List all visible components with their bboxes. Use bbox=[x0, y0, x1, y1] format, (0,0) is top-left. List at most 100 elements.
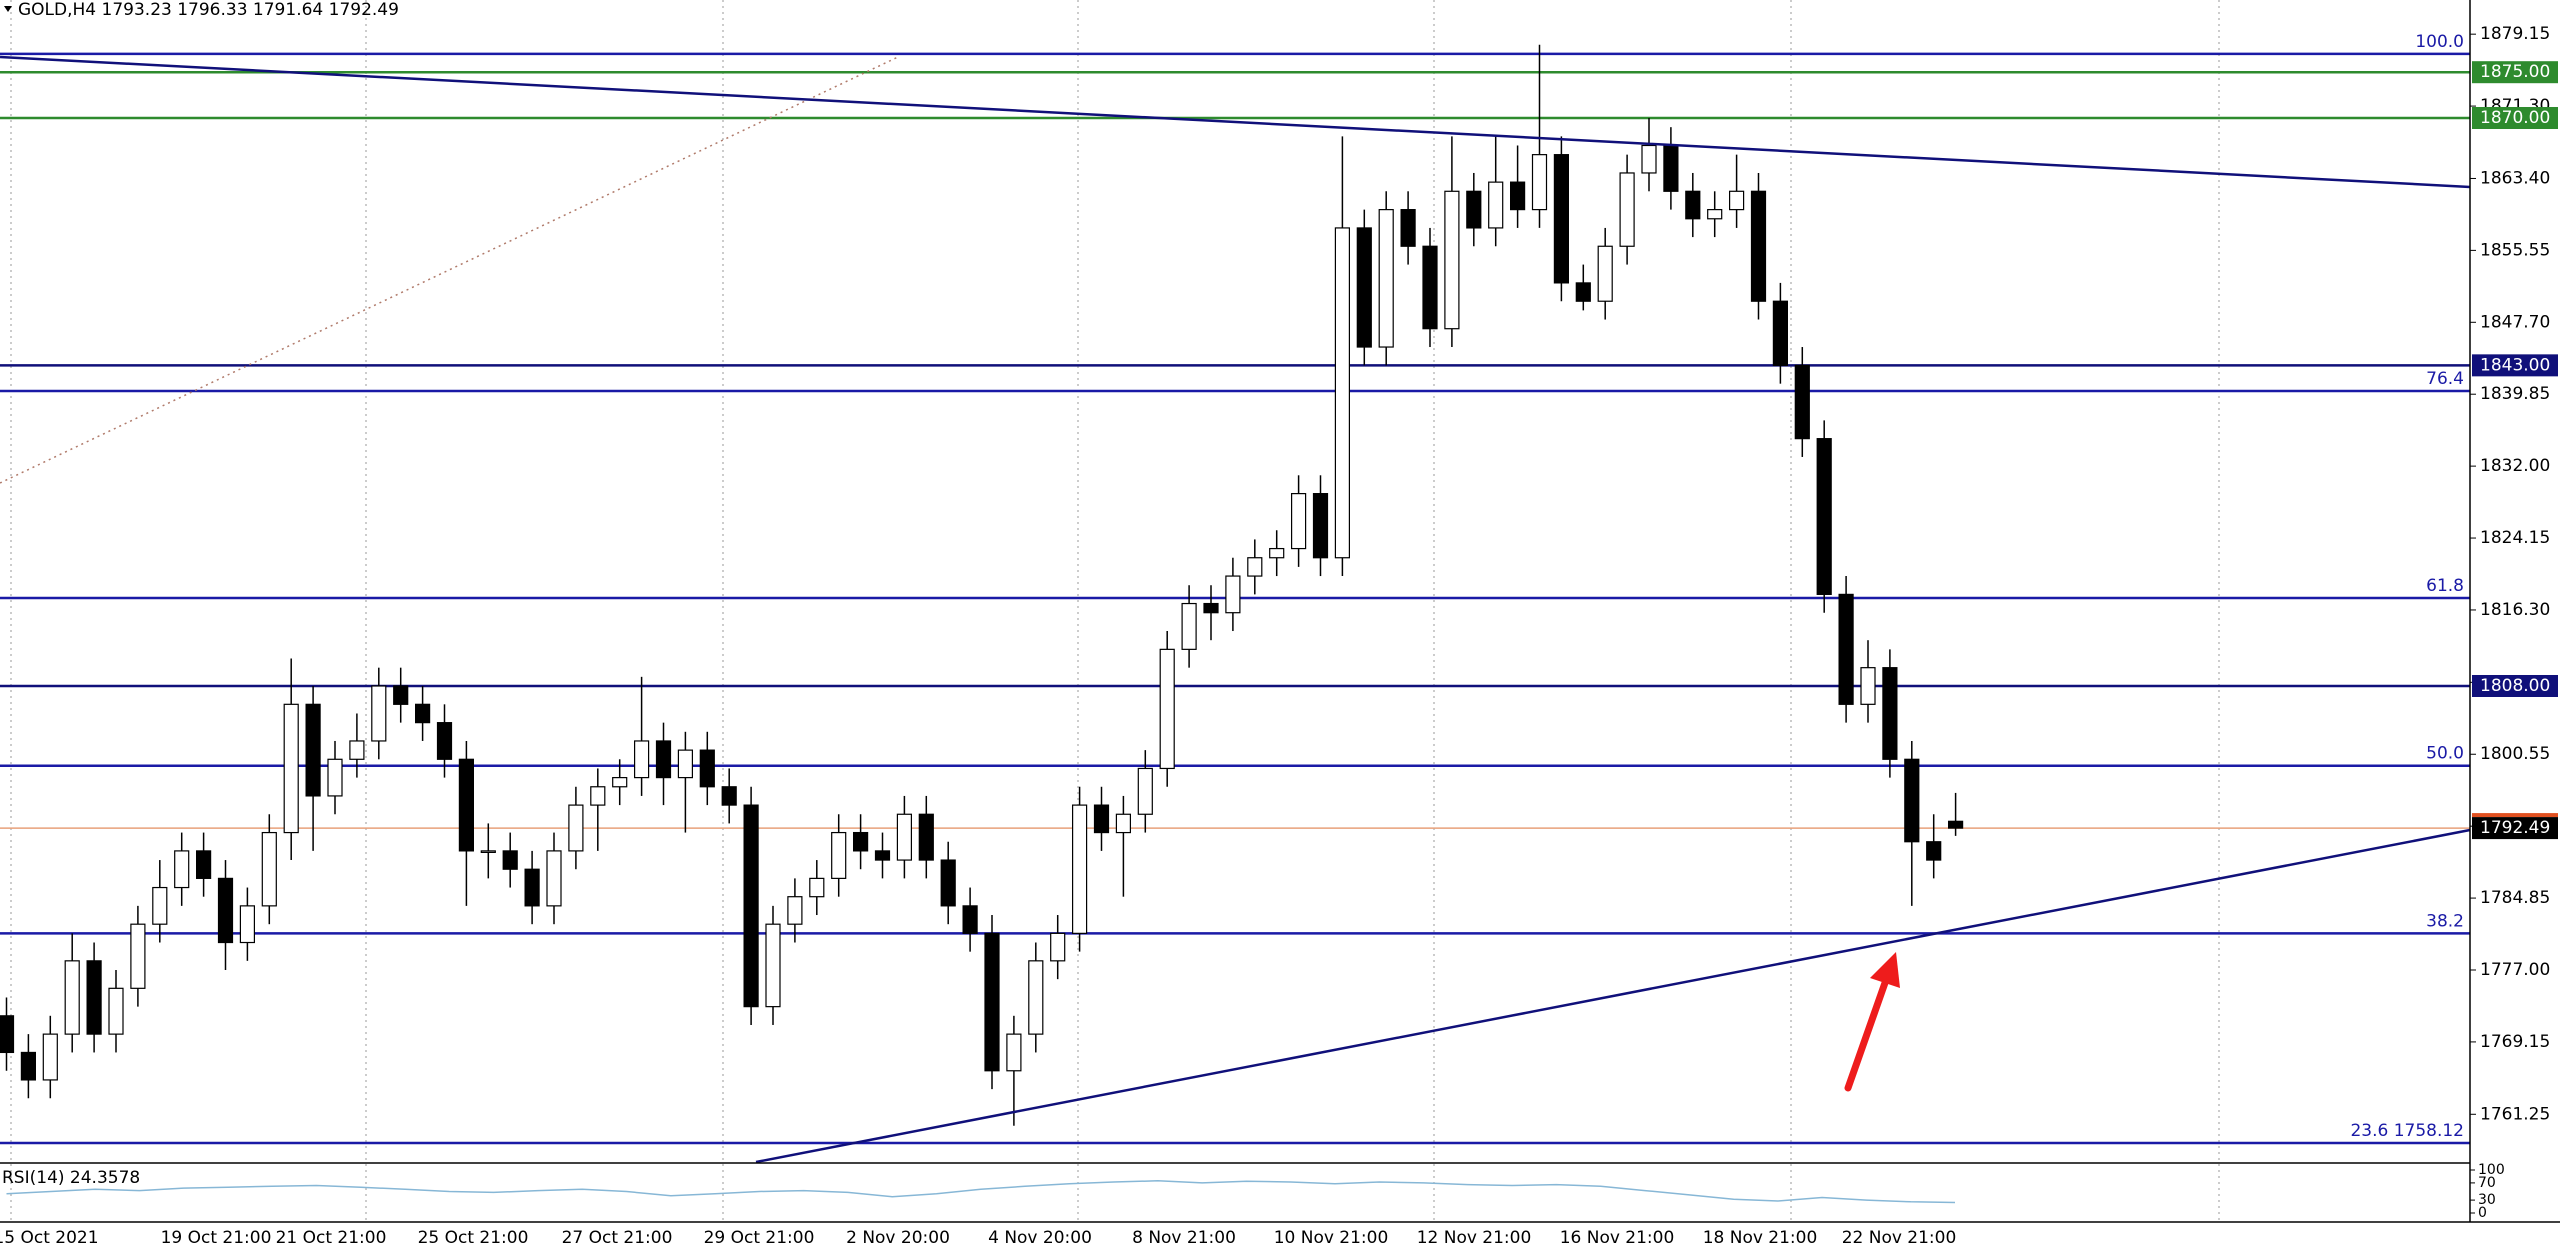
candle-body bbox=[1356, 227, 1372, 348]
arrow-head bbox=[1870, 952, 1900, 988]
candle-body bbox=[1860, 667, 1876, 705]
level-label: 38.2 bbox=[2426, 911, 2464, 931]
y-tick-label: 1816.30 bbox=[2480, 600, 2550, 620]
candle-body bbox=[1028, 960, 1044, 1035]
candle-body bbox=[1597, 245, 1613, 302]
y-tick-label: 1847.70 bbox=[2480, 312, 2550, 332]
candle-body bbox=[502, 850, 518, 870]
candle-body bbox=[874, 850, 891, 861]
x-tick-label: 22 Nov 21:00 bbox=[1842, 1228, 1957, 1248]
candle-body bbox=[1422, 245, 1438, 330]
level-tag-box bbox=[2472, 106, 2558, 129]
overlay bbox=[0, 55, 2471, 1204]
x-tick-label: 8 Nov 21:00 bbox=[1132, 1228, 1236, 1248]
candle-body bbox=[1794, 364, 1810, 440]
candle-body bbox=[1838, 593, 1854, 705]
candle-body bbox=[327, 758, 343, 797]
candle-body bbox=[1663, 144, 1679, 192]
candle-body bbox=[1050, 932, 1066, 962]
candle-body bbox=[1115, 813, 1132, 834]
candle-body bbox=[174, 850, 190, 889]
rsi-tick-label: 0 bbox=[2478, 1205, 2487, 1221]
levels: 100.0 76.4 61.8 50.0 38.2 23.6 1758.12 bbox=[0, 32, 2470, 1145]
chart-header: GOLD,H4 1793.23 1796.33 1791.64 1792.49 bbox=[18, 0, 399, 20]
candle-body bbox=[1137, 767, 1153, 815]
candle-body bbox=[1553, 154, 1570, 284]
candle-body bbox=[655, 740, 672, 779]
candle-body bbox=[393, 685, 409, 705]
candle-body bbox=[349, 740, 365, 760]
candle-body bbox=[283, 703, 299, 834]
rsi-line bbox=[6, 1180, 1956, 1204]
candle-body bbox=[42, 1033, 58, 1081]
x-tick-label: 16 Nov 21:00 bbox=[1560, 1228, 1675, 1248]
candle-body bbox=[86, 960, 102, 1035]
candle-body bbox=[64, 960, 80, 1035]
candle-body bbox=[415, 703, 431, 724]
candle-body bbox=[809, 877, 825, 898]
rsi-title: RSI(14) 24.3578 bbox=[2, 1168, 140, 1188]
candle-body bbox=[1728, 190, 1745, 211]
level-label: 76.4 bbox=[2426, 369, 2464, 389]
candle-body bbox=[787, 896, 803, 925]
candle-body bbox=[130, 923, 146, 989]
candle-body bbox=[940, 859, 956, 907]
candle-body bbox=[1334, 227, 1351, 559]
level-tag: 1870.00 bbox=[2480, 108, 2550, 128]
level-label: 100.0 bbox=[2415, 32, 2464, 52]
candle-body bbox=[984, 932, 1000, 1072]
y-tick-label: 1824.15 bbox=[2480, 528, 2550, 548]
candle-body bbox=[1006, 1033, 1022, 1072]
candle-body bbox=[1575, 282, 1591, 302]
x-tick-label: 21 Oct 21:00 bbox=[276, 1228, 387, 1248]
menu-arrow[interactable] bbox=[4, 6, 12, 12]
x-tick-label: 2 Nov 20:00 bbox=[846, 1228, 950, 1248]
x-tick-label: 15 Oct 2021 bbox=[0, 1228, 99, 1248]
candle-body bbox=[1772, 300, 1789, 366]
candle-body bbox=[20, 1051, 36, 1081]
candle-body bbox=[480, 850, 496, 853]
rsi-tick-label: 70 bbox=[2478, 1175, 2496, 1191]
candle-body bbox=[1488, 181, 1504, 229]
candle-body bbox=[568, 804, 584, 852]
candle-body bbox=[0, 1015, 15, 1054]
candle-body bbox=[524, 868, 540, 907]
candle-body bbox=[371, 685, 387, 742]
candle-body bbox=[612, 777, 628, 788]
x-tick-label: 29 Oct 21:00 bbox=[704, 1228, 815, 1248]
candle-body bbox=[1159, 648, 1175, 770]
candle-body bbox=[1290, 493, 1307, 550]
candle-body bbox=[1466, 190, 1482, 229]
candle-body bbox=[743, 804, 759, 1008]
level-label: 61.8 bbox=[2426, 576, 2464, 596]
candle-body bbox=[1378, 209, 1394, 348]
candle-body bbox=[1707, 209, 1723, 220]
level-tag: 1843.00 bbox=[2480, 355, 2550, 375]
y-tick-label: 1879.15 bbox=[2480, 24, 2550, 44]
dotted-trendline bbox=[0, 56, 899, 484]
candle-body bbox=[962, 905, 978, 934]
candle-body bbox=[721, 786, 737, 806]
candle-body bbox=[458, 758, 474, 852]
y-tick-label: 1855.55 bbox=[2480, 240, 2550, 260]
candle-body bbox=[1203, 602, 1219, 614]
x-tick-label: 4 Nov 20:00 bbox=[988, 1228, 1092, 1248]
candle-body bbox=[1947, 820, 1964, 829]
arrow-shaft bbox=[1844, 976, 1890, 1092]
candle-body bbox=[765, 923, 781, 1008]
level-tag-box bbox=[2472, 61, 2558, 84]
rsi-tick-label: 30 bbox=[2478, 1192, 2496, 1208]
candle-body bbox=[1225, 575, 1241, 614]
x-tick-label: 19 Oct 21:00 bbox=[161, 1228, 272, 1248]
x-tick-label: 12 Nov 21:00 bbox=[1417, 1228, 1532, 1248]
candle-body bbox=[1750, 190, 1767, 302]
candle-body bbox=[1816, 438, 1832, 595]
candle-body bbox=[1400, 209, 1416, 247]
candle-body bbox=[1444, 190, 1460, 330]
candle-body bbox=[633, 740, 650, 779]
candle-body bbox=[1904, 758, 1920, 843]
candle-body bbox=[1181, 602, 1197, 650]
